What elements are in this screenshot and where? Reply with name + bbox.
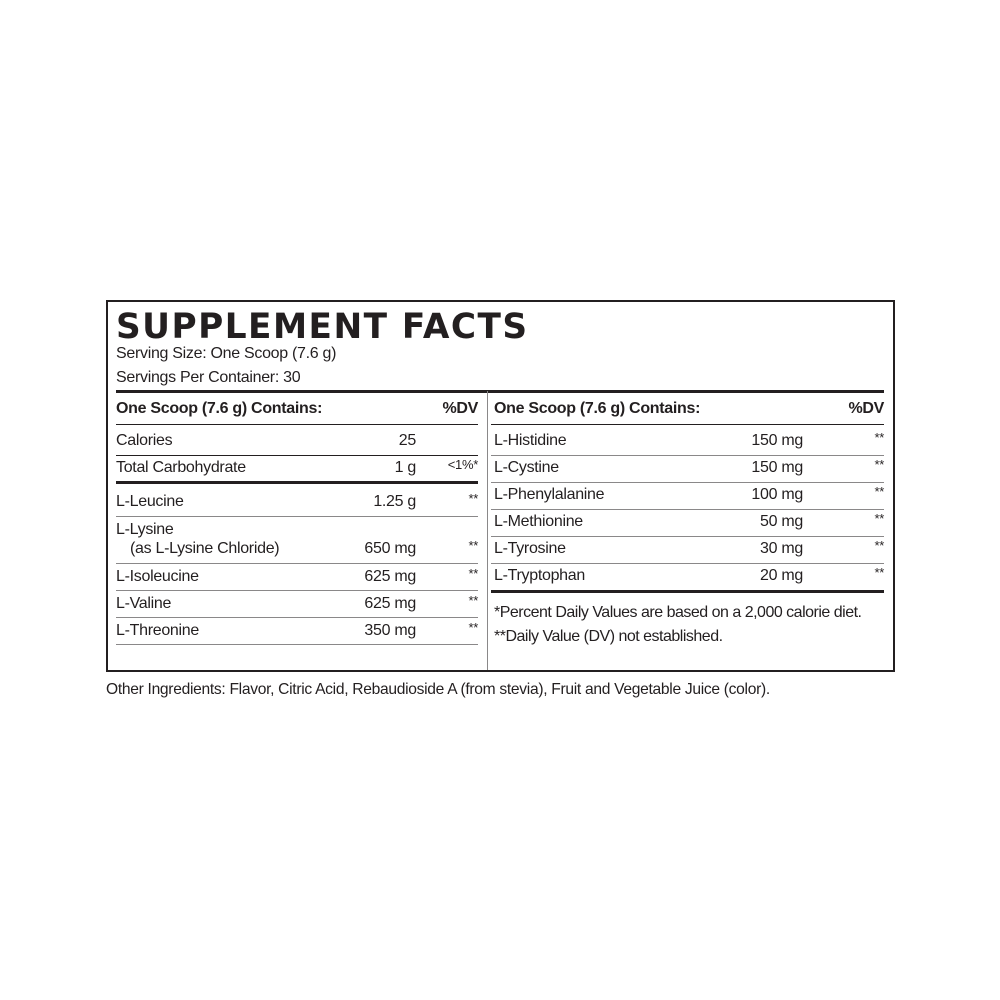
nutrient-name: L-Phenylalanine xyxy=(494,486,605,503)
nutrient-name: L-Tryptophan xyxy=(494,567,585,584)
nutrient-subname: (as L-Lysine Chloride) xyxy=(130,540,280,557)
panel-title: SUPPLEMENT FACTS xyxy=(116,307,529,347)
supplement-facts-panel xyxy=(106,300,895,672)
row-divider xyxy=(116,481,478,484)
nutrient-amount: 650 mg xyxy=(364,540,416,557)
row-divider xyxy=(116,617,478,618)
nutrient-name: L-Threonine xyxy=(116,622,199,639)
nutrient-name: L-Lysine xyxy=(116,521,174,538)
nutrient-dv: ** xyxy=(874,538,884,553)
nutrient-amount: 1.25 g xyxy=(373,493,416,510)
nutrient-amount: 25 xyxy=(398,432,417,449)
nutrient-name: Total Carbohydrate xyxy=(116,459,246,476)
nutrient-amount: 150 mg xyxy=(751,459,803,476)
nutrient-dv: ** xyxy=(874,511,884,526)
nutrient-name: L-Methionine xyxy=(494,513,583,530)
nutrient-name: L-Leucine xyxy=(116,493,184,510)
other-ingredients: Other Ingredients: Flavor, Citric Acid, … xyxy=(106,681,770,698)
serving-size: Serving Size: One Scoop (7.6 g) xyxy=(116,345,337,362)
nutrient-amount: 1 g xyxy=(394,459,417,476)
nutrient-amount: 625 mg xyxy=(364,595,416,612)
row-divider xyxy=(491,424,884,425)
nutrient-name: L-Isoleucine xyxy=(116,568,199,585)
nutrient-dv: ** xyxy=(468,491,478,506)
row-divider xyxy=(116,424,478,425)
row-divider xyxy=(116,455,478,456)
nutrient-name: L-Cystine xyxy=(494,459,559,476)
row-divider xyxy=(491,536,884,537)
nutrient-dv: ** xyxy=(874,430,884,445)
nutrient-amount: 100 mg xyxy=(751,486,803,503)
row-divider xyxy=(116,563,478,564)
nutrient-name: Calories xyxy=(116,432,173,449)
row-divider xyxy=(491,482,884,483)
header-dv: %DV xyxy=(442,400,478,417)
nutrient-amount: 50 mg xyxy=(760,513,803,530)
row-divider xyxy=(491,590,884,593)
row-divider xyxy=(116,644,478,645)
footnote: *Percent Daily Values are based on a 2,0… xyxy=(494,604,862,621)
nutrient-amount: 625 mg xyxy=(364,568,416,585)
header-label: One Scoop (7.6 g) Contains: xyxy=(494,400,701,417)
row-divider xyxy=(116,590,478,591)
nutrient-amount: 30 mg xyxy=(760,540,803,557)
nutrient-dv: <1%* xyxy=(447,457,479,472)
nutrient-dv: ** xyxy=(468,538,478,553)
nutrient-name: L-Histidine xyxy=(494,432,567,449)
footnote: **Daily Value (DV) not established. xyxy=(494,628,723,645)
divider xyxy=(116,390,884,393)
nutrient-amount: 20 mg xyxy=(760,567,803,584)
nutrient-dv: ** xyxy=(874,565,884,580)
nutrient-dv: ** xyxy=(874,457,884,472)
nutrient-amount: 350 mg xyxy=(364,622,416,639)
header-dv: %DV xyxy=(848,400,884,417)
nutrient-dv: ** xyxy=(468,593,478,608)
nutrient-amount: 150 mg xyxy=(751,432,803,449)
servings-per-container: Servings Per Container: 30 xyxy=(116,369,301,386)
row-divider xyxy=(116,516,478,517)
header-label: One Scoop (7.6 g) Contains: xyxy=(116,400,323,417)
nutrient-name: L-Valine xyxy=(116,595,172,612)
nutrient-name: L-Tyrosine xyxy=(494,540,566,557)
row-divider xyxy=(491,455,884,456)
nutrient-dv: ** xyxy=(874,484,884,499)
column-divider xyxy=(487,391,488,670)
row-divider xyxy=(491,563,884,564)
row-divider xyxy=(491,509,884,510)
nutrient-dv: ** xyxy=(468,620,478,635)
nutrient-dv: ** xyxy=(468,566,478,581)
